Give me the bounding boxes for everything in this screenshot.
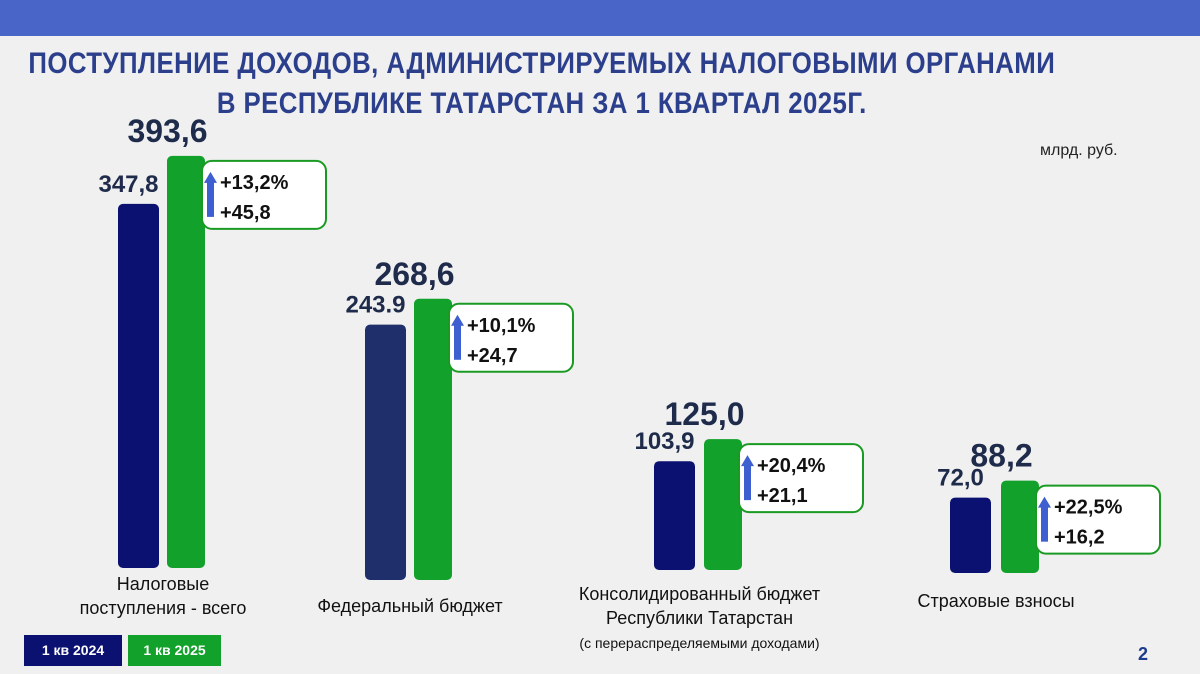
up-arrow-head-icon bbox=[451, 314, 464, 326]
bar-2025 bbox=[414, 298, 452, 580]
up-arrow-icon bbox=[744, 464, 751, 501]
up-arrow-icon bbox=[207, 180, 214, 217]
category-note: (с перераспределяемыми доходами) bbox=[579, 635, 819, 651]
change-percent: +10,1% bbox=[467, 315, 536, 337]
change-percent: +22,5% bbox=[1054, 497, 1123, 519]
category-label: Консолидированный бюджет bbox=[579, 584, 820, 604]
category-label: Налоговые bbox=[117, 574, 209, 594]
value-label-2025: 125,0 bbox=[664, 396, 744, 432]
category-label: поступления - всего bbox=[80, 598, 247, 618]
category-label: Страховые взносы bbox=[917, 591, 1074, 611]
page-number: 2 bbox=[1138, 644, 1149, 664]
title-line-1: ПОСТУПЛЕНИЕ ДОХОДОВ, АДМИНИСТРИРУЕМЫХ НА… bbox=[28, 47, 1056, 80]
bar-2024 bbox=[950, 497, 991, 573]
change-absolute: +16,2 bbox=[1054, 527, 1105, 549]
page-title: ПОСТУПЛЕНИЕ ДОХОДОВ, АДМИНИСТРИРУЕМЫХ НА… bbox=[0, 44, 1084, 124]
value-label-2024: 103,9 bbox=[634, 428, 694, 455]
value-label-2024: 243.9 bbox=[345, 292, 405, 319]
up-arrow-head-icon bbox=[204, 171, 217, 183]
change-percent: +13,2% bbox=[220, 172, 289, 194]
bar-2025 bbox=[704, 439, 742, 570]
category-label: Федеральный бюджет bbox=[317, 596, 502, 616]
change-callout bbox=[201, 159, 327, 230]
change-absolute: +21,1 bbox=[757, 485, 808, 507]
bar-2025 bbox=[1001, 480, 1039, 573]
change-absolute: +45,8 bbox=[220, 202, 271, 224]
bar-2025 bbox=[167, 155, 205, 568]
change-callout bbox=[1035, 484, 1161, 555]
change-callout bbox=[738, 443, 864, 514]
value-label-2025: 88,2 bbox=[970, 438, 1032, 474]
title-line-2: В РЕСПУБЛИКЕ ТАТАРСТАН ЗА 1 КВАРТАЛ 2025… bbox=[216, 87, 867, 120]
value-label-2024: 347,8 bbox=[98, 171, 158, 198]
change-percent: +20,4% bbox=[757, 455, 826, 477]
legend-2024: 1 кв 2024 bbox=[24, 635, 122, 666]
category-label: Республики Татарстан bbox=[606, 608, 793, 628]
up-arrow-head-icon bbox=[1038, 496, 1051, 508]
top-banner bbox=[0, 0, 1200, 36]
up-arrow-icon bbox=[1041, 505, 1048, 542]
change-absolute: +24,7 bbox=[467, 345, 518, 367]
unit-label: млрд. руб. bbox=[1040, 142, 1118, 159]
bar-2024 bbox=[118, 203, 159, 568]
change-callout bbox=[448, 302, 574, 373]
value-label-2025: 268,6 bbox=[374, 256, 454, 292]
value-label-2024: 72,0 bbox=[937, 465, 984, 492]
up-arrow-icon bbox=[454, 323, 461, 360]
value-label-2025: 393,6 bbox=[127, 113, 207, 149]
bar-2024 bbox=[365, 324, 406, 580]
up-arrow-head-icon bbox=[741, 455, 754, 467]
legend-2025: 1 кв 2025 bbox=[128, 635, 221, 666]
bar-2024 bbox=[654, 461, 695, 570]
